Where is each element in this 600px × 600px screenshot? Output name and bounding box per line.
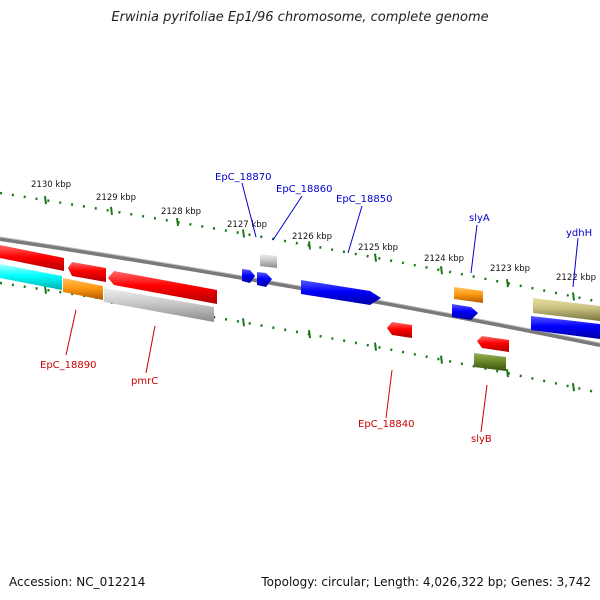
scale-ticks-upper: [44, 196, 575, 301]
scale-tick: [308, 330, 311, 339]
gene-arrow[interactable]: [108, 271, 217, 304]
scale-label: 2130 kbp: [31, 180, 71, 190]
scale-label: 2127 kbp: [227, 220, 267, 230]
scale-tick: [374, 342, 377, 351]
gene-label-EpC_18850[interactable]: EpC_18850: [336, 194, 392, 205]
gene-arrow[interactable]: [0, 245, 64, 271]
scale-label: 2128 kbp: [161, 207, 201, 217]
scale-label: 2125 kbp: [358, 243, 398, 253]
gene-label-EpC_18870[interactable]: EpC_18870: [215, 172, 271, 183]
gene-label-EpC_18890[interactable]: EpC_18890: [40, 360, 96, 371]
gene-arrow[interactable]: [301, 280, 381, 305]
scale-label: 2126 kbp: [292, 232, 332, 242]
gene-arrow[interactable]: [477, 336, 509, 352]
forward-strand-genes: [0, 245, 600, 339]
scale-tick: [572, 382, 575, 392]
gene-label-slyA[interactable]: slyA: [469, 213, 490, 224]
scale-tick: [440, 266, 443, 275]
scale-tick: [176, 217, 179, 227]
scale-tick: [572, 292, 575, 301]
gene-arrow[interactable]: [531, 316, 600, 339]
scale-label: 2122 kbp: [556, 273, 596, 283]
chromosome-backbone: [0, 237, 600, 347]
gene-arrow[interactable]: [260, 254, 277, 268]
gene-arrow[interactable]: [0, 264, 62, 290]
gene-arrow[interactable]: [454, 287, 483, 303]
scale-tick: [242, 318, 245, 327]
gene-arrow[interactable]: [242, 269, 255, 283]
scale-label: 2129 kbp: [96, 193, 136, 203]
gene-arrow[interactable]: [474, 353, 506, 371]
gene-arrow[interactable]: [63, 278, 103, 300]
accession-text: Accession: NC_012214: [9, 575, 146, 589]
scale-tick: [440, 355, 443, 364]
gene-arrow[interactable]: [257, 272, 272, 287]
gene-arrow[interactable]: [533, 298, 600, 321]
gene-arrow[interactable]: [68, 262, 106, 282]
gene-label-pmrC[interactable]: pmrC: [131, 376, 158, 387]
gene-arrow[interactable]: [452, 304, 478, 320]
topology-text: Topology: circular; Length: 4,026,322 bp…: [261, 575, 591, 589]
gene-label-ydhH[interactable]: ydhH: [566, 228, 592, 239]
gene-label-slyB[interactable]: slyB: [471, 434, 492, 445]
scale-tick: [242, 229, 245, 238]
scale-tick: [44, 196, 47, 205]
scale-tick: [374, 253, 377, 262]
scale-label: 2123 kbp: [490, 264, 530, 274]
scale-tick: [308, 241, 311, 250]
reverse-leader-lines: [65, 309, 488, 433]
gene-arrow[interactable]: [104, 288, 214, 322]
scale-tick: [44, 285, 47, 294]
map-title: Erwinia pyrifoliae Ep1/96 chromosome, co…: [111, 10, 489, 25]
scale-tick: [506, 279, 509, 288]
reverse-strand-genes: [0, 264, 509, 371]
gene-label-EpC_18840[interactable]: EpC_18840: [358, 419, 414, 430]
gene-arrow[interactable]: [387, 322, 412, 338]
scale-track-lower: [0, 281, 600, 395]
scale-tick: [506, 368, 509, 378]
scale-tick: [110, 206, 113, 216]
gene-label-EpC_18860[interactable]: EpC_18860: [276, 184, 332, 195]
forward-leader-lines: [241, 182, 579, 288]
scale-track-upper: [0, 191, 600, 304]
scale-label: 2124 kbp: [424, 254, 464, 264]
